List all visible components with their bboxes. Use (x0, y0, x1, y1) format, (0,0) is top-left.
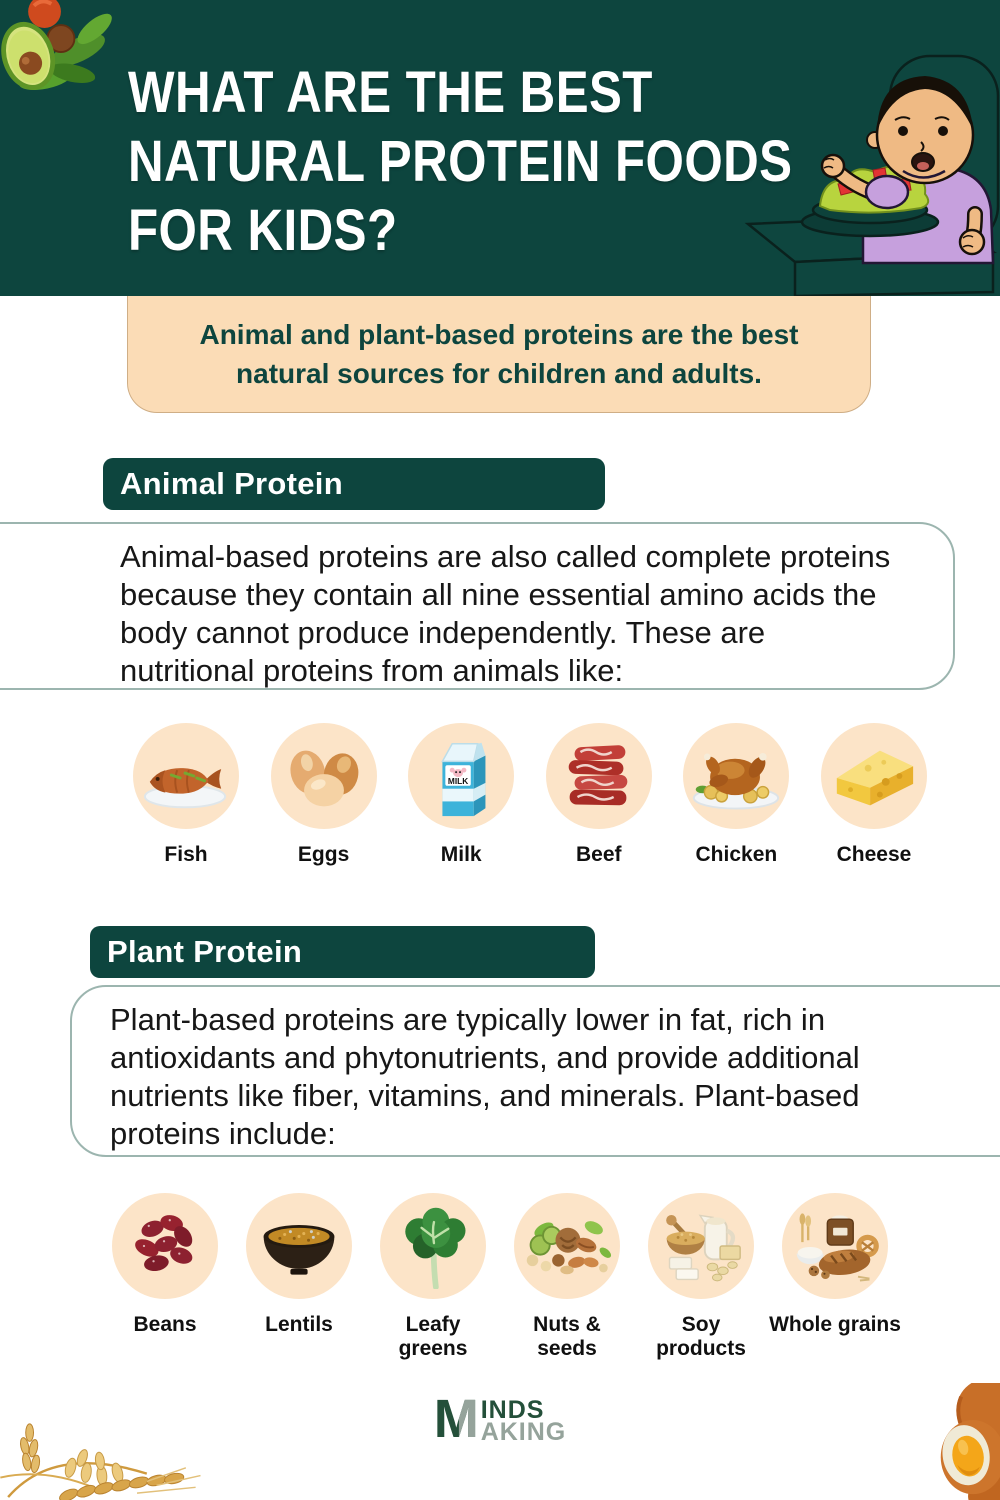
food-item-leafy-greens: Leafy greens (373, 1193, 493, 1361)
baby-eating-illustration (744, 54, 1000, 296)
eggs-icon (290, 750, 358, 807)
header-banner: WHAT ARE THE BEST NATURAL PROTEIN FOODS … (0, 0, 1000, 296)
soy-products-icon (666, 1214, 741, 1282)
food-label: Whole grains (769, 1313, 901, 1336)
animal-heading-label: Animal Protein (120, 466, 343, 501)
milk-carton-icon: MILK (441, 742, 486, 817)
plant-foods-row: Beans Lentils (105, 1193, 901, 1361)
wheat-illustration (0, 1423, 201, 1500)
plant-protein-description-box: Plant-based proteins are typically lower… (70, 985, 1000, 1157)
food-item-eggs: Eggs (258, 723, 390, 867)
food-item-milk: MILK Milk (395, 723, 527, 867)
intro-callout: Animal and plant-based proteins are the … (127, 296, 871, 413)
cheese-wedge-icon (836, 750, 914, 806)
animal-foods-row: Fish Eggs (120, 723, 940, 867)
title-line-1: WHAT ARE THE BEST (128, 60, 653, 125)
plant-description-text: Plant-based proteins are typically lower… (110, 1002, 860, 1151)
food-item-beef: Beef (533, 723, 665, 867)
leafy-greens-icon (405, 1207, 466, 1289)
food-label: Fish (164, 843, 208, 866)
logo-text-minds: INDS (480, 1396, 545, 1424)
food-item-fish: Fish (120, 723, 252, 867)
animal-protein-heading: Animal Protein (103, 458, 605, 510)
avocado-illustration (1, 0, 112, 90)
animal-protein-description-box: Animal-based proteins are also called co… (0, 522, 955, 690)
food-label: Eggs (297, 843, 350, 866)
boiled-egg-illustration (940, 1383, 1000, 1500)
food-label: Cheese (836, 843, 912, 866)
food-item-soy-products: Soy products (641, 1193, 761, 1361)
intro-text: Animal and plant-based proteins are the … (199, 319, 799, 389)
beans-icon (135, 1215, 193, 1272)
food-label: Beef (576, 843, 622, 866)
food-item-lentils: Lentils (239, 1193, 359, 1361)
food-item-cheese: Cheese (808, 723, 940, 867)
whole-grains-icon (796, 1213, 879, 1282)
lentils-bowl-icon (263, 1224, 335, 1275)
food-label: Nuts & seeds (533, 1313, 601, 1360)
plant-heading-label: Plant Protein (107, 934, 303, 969)
food-label: Leafy greens (398, 1313, 468, 1360)
food-label: Soy products (656, 1313, 746, 1360)
brand-logo: M M INDS AKING (0, 1389, 1000, 1449)
animal-description-text: Animal-based proteins are also called co… (120, 539, 891, 688)
logo-letter-m: M M (433, 1389, 479, 1449)
svg-text:MILK: MILK (448, 776, 468, 786)
food-item-beans: Beans (105, 1193, 225, 1361)
title-line-3: FOR KIDS? (128, 198, 398, 263)
food-item-nuts-seeds: Nuts & seeds (507, 1193, 627, 1361)
title-line-2: NATURAL PROTEIN FOODS (128, 129, 793, 194)
plant-protein-heading: Plant Protein (90, 926, 595, 978)
food-label: Beans (133, 1313, 197, 1336)
food-label: Milk (440, 843, 482, 866)
roast-chicken-icon (693, 753, 780, 810)
fish-icon (143, 768, 227, 809)
nuts-seeds-icon (526, 1221, 612, 1275)
food-label: Chicken (695, 843, 778, 866)
food-label: Lentils (265, 1313, 333, 1336)
logo-text-making: AKING (480, 1418, 567, 1446)
page-title: WHAT ARE THE BEST NATURAL PROTEIN FOODS … (128, 58, 910, 265)
beef-steaks-icon (568, 745, 628, 806)
food-item-whole-grains: Whole grains (769, 1193, 901, 1361)
food-item-chicken: Chicken (670, 723, 802, 867)
